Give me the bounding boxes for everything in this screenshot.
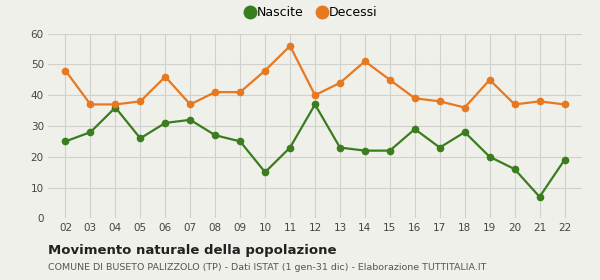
- Nascite: [187, 118, 194, 122]
- Nascite: [262, 171, 269, 174]
- Decessi: [62, 69, 69, 72]
- Nascite: [337, 146, 344, 149]
- Nascite: [486, 155, 493, 158]
- Nascite: [461, 130, 469, 134]
- Decessi: [461, 106, 469, 109]
- Nascite: [411, 127, 418, 131]
- Line: Nascite: Nascite: [62, 101, 568, 200]
- Decessi: [236, 90, 244, 94]
- Decessi: [87, 103, 94, 106]
- Nascite: [386, 149, 394, 152]
- Nascite: [137, 137, 144, 140]
- Nascite: [311, 103, 319, 106]
- Decessi: [187, 103, 194, 106]
- Legend: Nascite, Decessi: Nascite, Decessi: [247, 6, 377, 19]
- Decessi: [411, 97, 418, 100]
- Decessi: [511, 103, 518, 106]
- Decessi: [337, 81, 344, 85]
- Nascite: [161, 121, 169, 125]
- Decessi: [161, 75, 169, 78]
- Nascite: [361, 149, 368, 152]
- Decessi: [561, 103, 568, 106]
- Nascite: [236, 140, 244, 143]
- Line: Decessi: Decessi: [62, 43, 568, 111]
- Decessi: [486, 78, 493, 81]
- Nascite: [112, 106, 119, 109]
- Decessi: [436, 100, 443, 103]
- Nascite: [561, 158, 568, 162]
- Nascite: [62, 140, 69, 143]
- Text: Movimento naturale della popolazione: Movimento naturale della popolazione: [48, 244, 337, 256]
- Nascite: [286, 146, 293, 149]
- Decessi: [386, 78, 394, 81]
- Decessi: [361, 60, 368, 63]
- Decessi: [286, 44, 293, 48]
- Decessi: [536, 100, 543, 103]
- Nascite: [436, 146, 443, 149]
- Nascite: [212, 134, 219, 137]
- Decessi: [112, 103, 119, 106]
- Decessi: [137, 100, 144, 103]
- Nascite: [536, 195, 543, 199]
- Decessi: [311, 94, 319, 97]
- Nascite: [511, 167, 518, 171]
- Decessi: [262, 69, 269, 72]
- Text: COMUNE DI BUSETO PALIZZOLO (TP) - Dati ISTAT (1 gen-31 dic) - Elaborazione TUTTI: COMUNE DI BUSETO PALIZZOLO (TP) - Dati I…: [48, 263, 487, 272]
- Nascite: [87, 130, 94, 134]
- Decessi: [212, 90, 219, 94]
